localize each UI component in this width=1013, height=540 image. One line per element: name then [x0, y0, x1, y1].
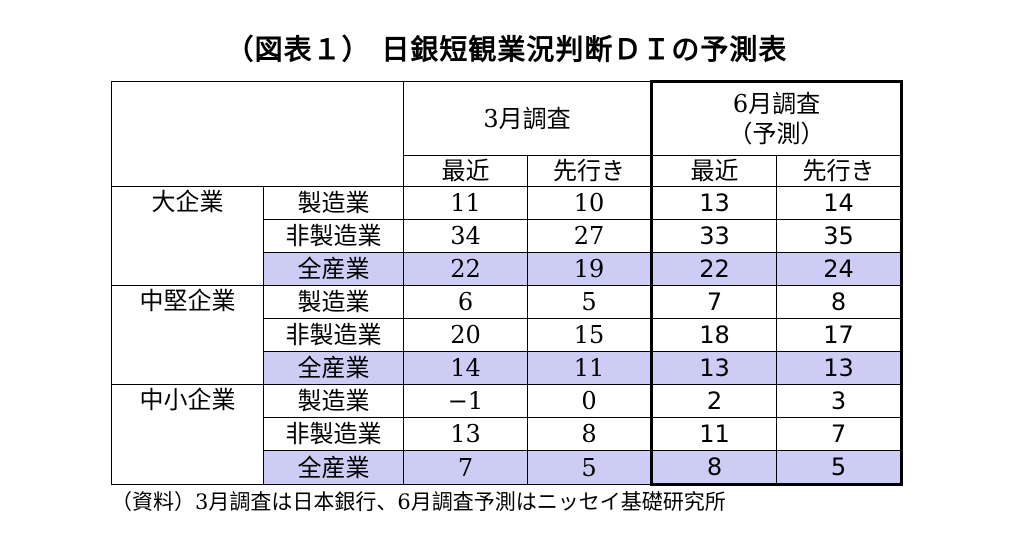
june-outlook-value: 3	[776, 384, 903, 418]
june-outlook-value: 17	[776, 318, 903, 352]
march-outlook-value: 27	[527, 219, 652, 253]
table-row: 中小企業 製造業 −1 0 2 3	[111, 384, 903, 485]
sector-label: 非製造業	[263, 318, 404, 352]
march-recent-value: 11	[403, 186, 528, 220]
june-recent-value: 11	[650, 417, 777, 451]
header-row-survey: 3月調査 6月調査 （予測）	[111, 80, 903, 187]
june-recent-value: 2	[650, 384, 777, 418]
table-row: 非製造業 20 15 18 17	[112, 318, 903, 352]
june-outlook-value: 13	[776, 351, 903, 385]
di-forecast-table: 3月調査 6月調査 （予測） 最近 先行き 最近 先行き 大企業 製造業 11 10 1…	[111, 80, 903, 486]
table-row: 中堅企業 製造業 6 5 7 8	[111, 285, 903, 385]
june-outlook-value: 35	[776, 219, 903, 253]
march-outlook-value: 0	[527, 384, 652, 418]
sector-label: 全産業	[263, 450, 404, 485]
company-size-label: 大企業	[111, 186, 264, 286]
header-june-survey: 6月調査 （予測）	[650, 80, 903, 156]
sector-label: 全産業	[263, 351, 404, 385]
june-outlook-value: 14	[776, 186, 903, 220]
june-outlook-value: 8	[776, 285, 903, 319]
header-corner-cell	[111, 81, 404, 187]
june-outlook-value: 24	[776, 252, 903, 286]
june-recent-value: 33	[650, 219, 777, 253]
sector-label: 製造業	[263, 285, 404, 319]
chart-title: （図表１） 日銀短観業況判断ＤＩの予測表	[225, 33, 788, 66]
march-outlook-value: 11	[527, 351, 652, 385]
source-note: （資料）3月調査は日本銀行、6月調査予測はニッセイ基礎研究所	[111, 490, 726, 514]
march-recent-value: 7	[403, 450, 528, 485]
june-recent-value: 8	[650, 450, 777, 486]
march-recent-value: 14	[403, 351, 528, 385]
table-row: 大企業 製造業 11 10 13 14	[111, 186, 903, 286]
march-recent-value: 6	[403, 285, 528, 319]
header-june-line1: 6月調査	[732, 90, 821, 118]
header-march-outlook: 先行き	[527, 155, 652, 187]
table-row: 全産業 22 19 22 24	[112, 252, 903, 286]
june-recent-value: 7	[650, 285, 777, 319]
march-recent-value: 20	[403, 318, 528, 352]
march-recent-value: −1	[403, 384, 528, 418]
header-march-recent: 最近	[403, 155, 528, 187]
sector-label: 非製造業	[263, 219, 404, 253]
june-recent-value: 18	[650, 318, 777, 352]
march-outlook-value: 15	[527, 318, 652, 352]
header-june-outlook: 先行き	[776, 155, 903, 187]
march-recent-value: 13	[403, 417, 528, 451]
sector-label: 製造業	[263, 186, 404, 220]
table-row: 全産業 14 11 13 13	[112, 351, 903, 385]
june-recent-value: 13	[650, 351, 777, 385]
company-size-label: 中小企業	[111, 384, 264, 485]
march-outlook-value: 8	[527, 417, 652, 451]
june-recent-value: 13	[650, 186, 777, 220]
header-june-line2: （予測）	[728, 120, 825, 148]
company-size-label: 中堅企業	[111, 285, 264, 385]
june-outlook-value: 5	[776, 450, 903, 486]
march-outlook-value: 5	[527, 285, 652, 319]
june-recent-value: 22	[650, 252, 777, 286]
march-outlook-value: 19	[527, 252, 652, 286]
sector-label: 非製造業	[263, 417, 404, 451]
header-june-recent: 最近	[650, 155, 777, 187]
march-recent-value: 22	[403, 252, 528, 286]
march-outlook-value: 10	[527, 186, 652, 220]
march-outlook-value: 5	[527, 450, 652, 485]
header-march-survey: 3月調査	[403, 81, 652, 156]
june-outlook-value: 7	[776, 417, 903, 451]
table-row: 全産業 7 5 8 5	[112, 450, 903, 486]
sector-label: 製造業	[263, 384, 404, 418]
table-row: 非製造業 13 8 11 7	[112, 417, 903, 451]
sector-label: 全産業	[263, 252, 404, 286]
march-recent-value: 34	[403, 219, 528, 253]
